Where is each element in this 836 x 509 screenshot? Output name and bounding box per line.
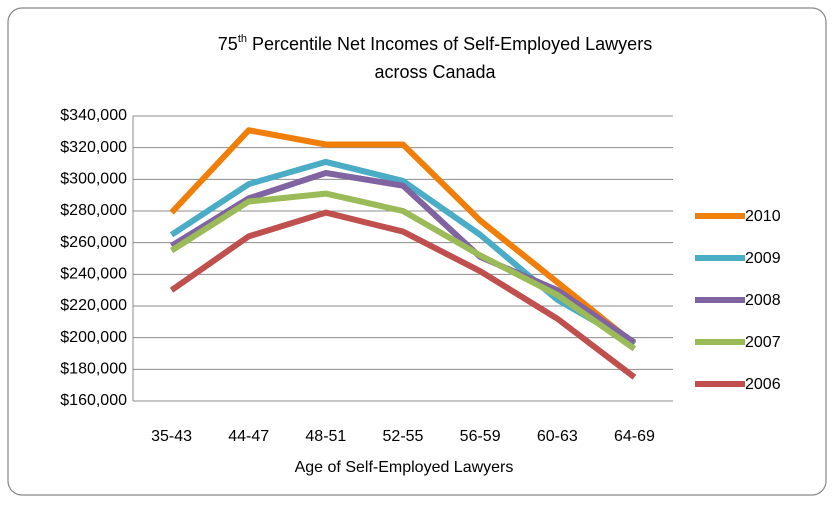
x-tick-label: 60-63	[537, 428, 578, 445]
y-tick-label: $300,000	[60, 171, 127, 188]
x-axis-label: Age of Self-Employed Lawyers	[295, 459, 514, 476]
y-tick-label: $320,000	[60, 139, 127, 156]
y-tick-label: $200,000	[60, 329, 127, 346]
legend-label: 2010	[745, 208, 781, 225]
y-tick-label: $260,000	[60, 234, 127, 251]
y-tick-label: $340,000	[60, 107, 127, 124]
x-tick-label: 44-47	[228, 428, 269, 445]
series-line	[169, 170, 637, 345]
y-tick-label: $240,000	[60, 266, 127, 283]
chart-title-line2: across Canada	[374, 62, 496, 82]
legend-label: 2009	[745, 250, 781, 267]
legend-label: 2008	[745, 292, 781, 309]
legend-label: 2007	[745, 334, 781, 351]
x-tick-label: 35-43	[151, 428, 192, 445]
series-line	[169, 158, 636, 347]
title-text: Percentile Net Incomes of Self-Employed …	[252, 34, 652, 54]
series-line	[169, 190, 637, 352]
x-tick-label: 48-51	[305, 428, 346, 445]
x-tick-label: 52-55	[383, 428, 424, 445]
y-tick-label: $160,000	[60, 392, 127, 409]
x-tick-label: 56-59	[460, 428, 501, 445]
y-tick-label: $180,000	[60, 361, 127, 378]
x-tick-label: 64-69	[614, 428, 655, 445]
legend-label: 2006	[745, 376, 781, 393]
chart-border	[7, 7, 827, 496]
series-line	[169, 127, 637, 347]
y-tick-label: $280,000	[60, 202, 127, 219]
y-tick-label: $220,000	[60, 297, 127, 314]
series-line	[169, 209, 637, 380]
title-superscript: th	[238, 33, 247, 45]
title-number: 75	[218, 34, 238, 54]
chart-title: 75th Percentile Net Incomes of Self-Emplo…	[218, 33, 652, 54]
